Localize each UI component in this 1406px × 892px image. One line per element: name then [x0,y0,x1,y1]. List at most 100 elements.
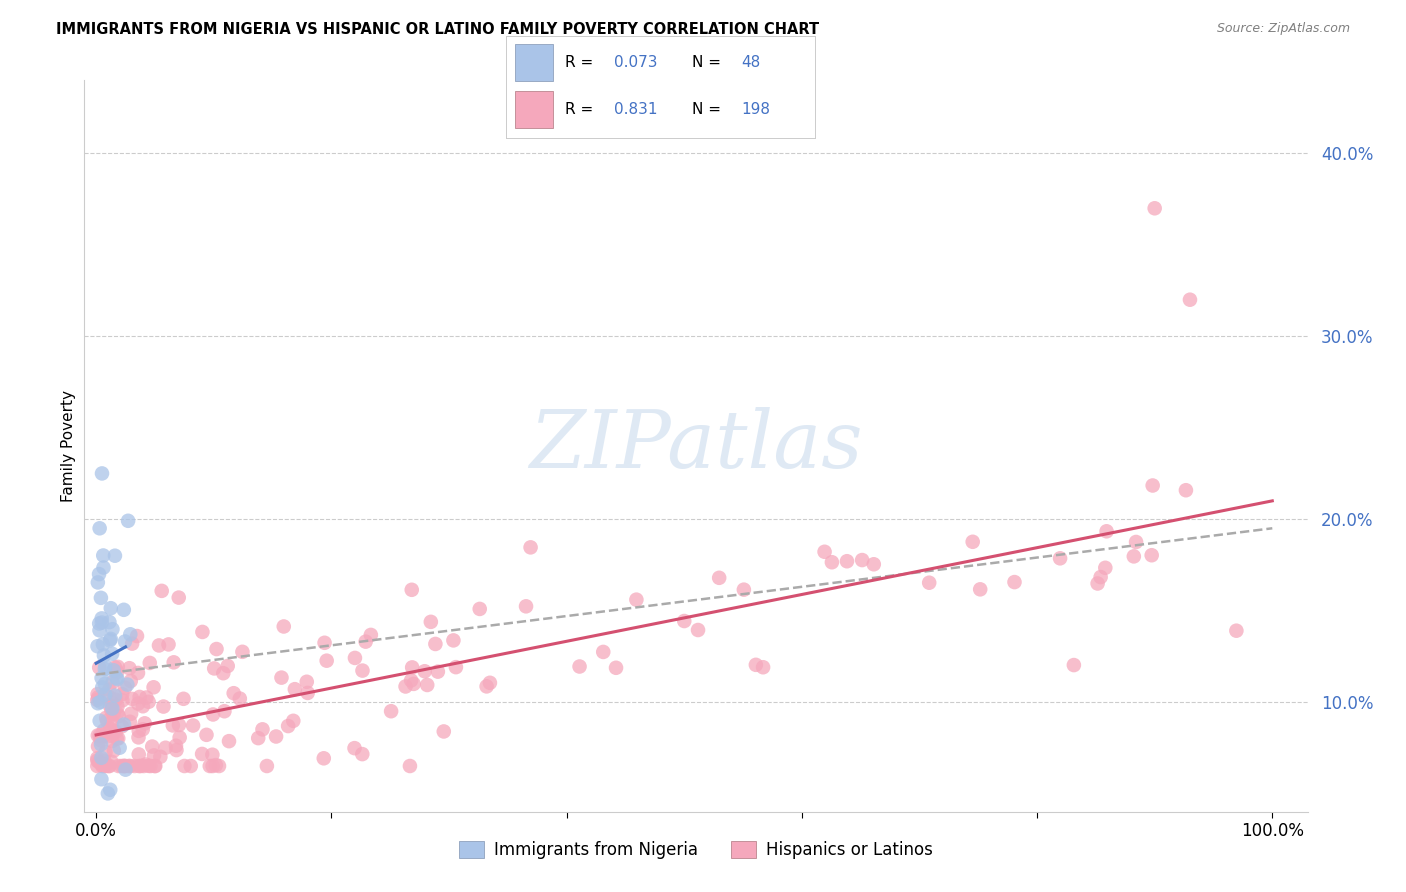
Point [150,583,173,598]
Point [165,739,187,753]
Point [256,759,278,773]
Point [86,687,108,701]
Point [312,751,335,765]
Point [380,704,402,718]
Point [1125,535,1147,549]
Point [141,739,163,754]
Point [93,729,115,743]
Point [121,692,143,706]
Point [90,733,112,747]
Point [419,615,441,629]
Point [297,686,319,700]
Point [91,727,114,741]
Point [401,582,423,597]
Point [1049,551,1071,566]
Point [87,739,110,754]
Point [252,723,274,737]
Text: N =: N = [692,54,725,70]
Text: Source: ZipAtlas.com: Source: ZipAtlas.com [1216,22,1350,36]
Point [605,661,627,675]
Point [114,763,136,777]
Point [98,759,121,773]
Point [1142,478,1164,492]
Point [157,637,180,651]
Point [173,759,195,773]
Point [468,602,491,616]
Point [592,645,614,659]
Point [402,677,425,691]
Point [132,723,155,737]
Point [752,660,775,674]
Point [107,699,129,714]
Point [101,622,124,636]
Point [90,756,112,771]
Point [89,624,111,638]
Point [1225,624,1247,638]
Point [87,755,110,769]
Point [962,534,984,549]
Point [112,603,135,617]
Point [273,619,295,633]
Point [444,660,467,674]
Point [107,731,129,746]
Point [112,717,135,731]
Point [354,634,377,648]
Point [813,545,835,559]
Point [201,759,224,773]
Point [214,704,236,718]
Point [295,674,318,689]
Point [821,555,844,569]
Point [101,675,124,690]
Point [89,729,111,743]
Point [110,759,132,773]
Point [91,467,114,481]
Point [89,695,111,709]
Point [198,759,221,773]
Point [132,699,155,714]
Point [1178,293,1201,307]
Point [105,672,128,686]
Point [98,690,121,704]
Point [89,521,111,535]
Point [103,723,125,738]
Point [441,633,464,648]
Text: 0.831: 0.831 [614,102,658,117]
Point [98,722,121,736]
Point [195,728,218,742]
Point [163,656,186,670]
Point [120,706,142,721]
Point [89,616,111,631]
Point [104,724,127,739]
Point [433,724,456,739]
Point [87,690,110,705]
Point [283,714,305,728]
Point [120,627,142,641]
Point [173,691,195,706]
Point [284,682,307,697]
Point [90,591,112,605]
Point [104,549,127,563]
Point [93,723,115,738]
Point [127,665,149,680]
Point [100,601,122,615]
Point [100,703,122,717]
Point [143,759,166,773]
Point [169,731,191,745]
Point [1122,549,1144,564]
Point [114,759,136,773]
Point [673,614,696,628]
Point [87,567,110,582]
Text: R =: R = [565,54,598,70]
Point [143,748,166,763]
Point [343,741,366,756]
Point [1140,548,1163,562]
Point [217,659,239,673]
Point [125,629,148,643]
Point [127,731,149,745]
Point [426,665,449,679]
Point [90,772,112,787]
Point [86,754,108,768]
Point [222,686,245,700]
Point [138,695,160,709]
Point [94,659,117,673]
